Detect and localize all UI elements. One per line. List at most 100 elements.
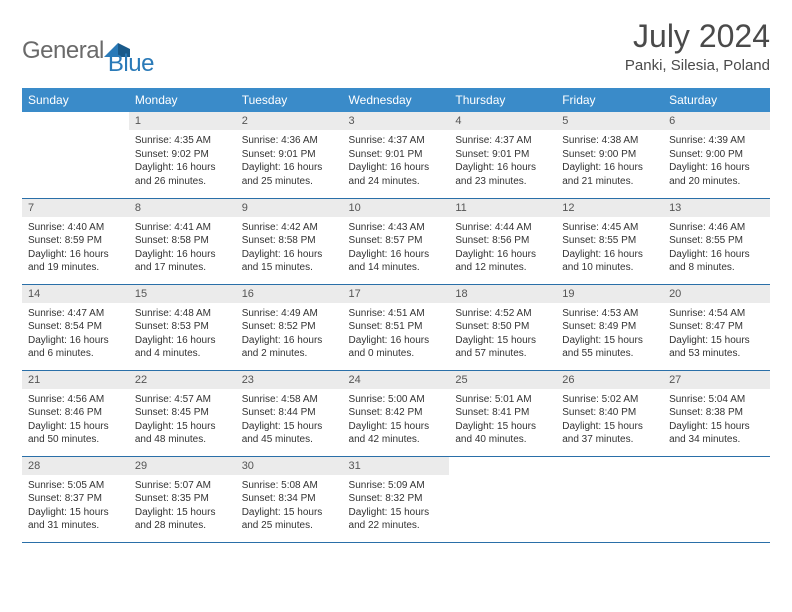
- day-content: Sunrise: 5:01 AMSunset: 8:41 PMDaylight:…: [449, 389, 556, 451]
- day-cell: 7Sunrise: 4:40 AMSunset: 8:59 PMDaylight…: [22, 198, 129, 284]
- day-content: Sunrise: 4:47 AMSunset: 8:54 PMDaylight:…: [22, 303, 129, 365]
- daylight-text: Daylight: 16 hours and 8 minutes.: [669, 248, 764, 275]
- sunset-text: Sunset: 8:42 PM: [349, 406, 444, 420]
- sunrise-text: Sunrise: 4:51 AM: [349, 307, 444, 321]
- day-content: Sunrise: 4:46 AMSunset: 8:55 PMDaylight:…: [663, 217, 770, 279]
- sunset-text: Sunset: 8:45 PM: [135, 406, 230, 420]
- sunrise-text: Sunrise: 5:04 AM: [669, 393, 764, 407]
- day-content: Sunrise: 4:52 AMSunset: 8:50 PMDaylight:…: [449, 303, 556, 365]
- day-number: 15: [129, 285, 236, 303]
- sunset-text: Sunset: 8:55 PM: [562, 234, 657, 248]
- day-cell: [449, 456, 556, 542]
- day-cell: 28Sunrise: 5:05 AMSunset: 8:37 PMDayligh…: [22, 456, 129, 542]
- sunset-text: Sunset: 8:40 PM: [562, 406, 657, 420]
- day-cell: 6Sunrise: 4:39 AMSunset: 9:00 PMDaylight…: [663, 112, 770, 198]
- calendar-page: General Blue July 2024 Panki, Silesia, P…: [0, 0, 792, 543]
- sunrise-text: Sunrise: 5:00 AM: [349, 393, 444, 407]
- daylight-text: Daylight: 16 hours and 23 minutes.: [455, 161, 550, 188]
- sunrise-text: Sunrise: 4:48 AM: [135, 307, 230, 321]
- sunset-text: Sunset: 8:34 PM: [242, 492, 337, 506]
- weekday-header: Tuesday: [236, 88, 343, 112]
- sunrise-text: Sunrise: 4:49 AM: [242, 307, 337, 321]
- sunset-text: Sunset: 9:00 PM: [669, 148, 764, 162]
- daylight-text: Daylight: 15 hours and 42 minutes.: [349, 420, 444, 447]
- day-number: 28: [22, 457, 129, 475]
- day-number: 24: [343, 371, 450, 389]
- sunset-text: Sunset: 8:35 PM: [135, 492, 230, 506]
- sunset-text: Sunset: 8:38 PM: [669, 406, 764, 420]
- daylight-text: Daylight: 15 hours and 50 minutes.: [28, 420, 123, 447]
- day-content: Sunrise: 4:43 AMSunset: 8:57 PMDaylight:…: [343, 217, 450, 279]
- brand-word-1: General: [22, 37, 104, 65]
- sunrise-text: Sunrise: 4:45 AM: [562, 221, 657, 235]
- day-cell: 27Sunrise: 5:04 AMSunset: 8:38 PMDayligh…: [663, 370, 770, 456]
- sunrise-text: Sunrise: 5:02 AM: [562, 393, 657, 407]
- day-content: Sunrise: 4:51 AMSunset: 8:51 PMDaylight:…: [343, 303, 450, 365]
- header: General Blue July 2024 Panki, Silesia, P…: [22, 18, 770, 78]
- day-cell: 26Sunrise: 5:02 AMSunset: 8:40 PMDayligh…: [556, 370, 663, 456]
- day-cell: 23Sunrise: 4:58 AMSunset: 8:44 PMDayligh…: [236, 370, 343, 456]
- daylight-text: Daylight: 15 hours and 45 minutes.: [242, 420, 337, 447]
- sunset-text: Sunset: 8:59 PM: [28, 234, 123, 248]
- sunrise-text: Sunrise: 4:37 AM: [349, 134, 444, 148]
- day-number: 6: [663, 112, 770, 130]
- day-content: Sunrise: 4:56 AMSunset: 8:46 PMDaylight:…: [22, 389, 129, 451]
- day-content: Sunrise: 4:38 AMSunset: 9:00 PMDaylight:…: [556, 130, 663, 192]
- sunrise-text: Sunrise: 4:52 AM: [455, 307, 550, 321]
- daylight-text: Daylight: 16 hours and 14 minutes.: [349, 248, 444, 275]
- daylight-text: Daylight: 16 hours and 12 minutes.: [455, 248, 550, 275]
- day-cell: 12Sunrise: 4:45 AMSunset: 8:55 PMDayligh…: [556, 198, 663, 284]
- day-cell: 13Sunrise: 4:46 AMSunset: 8:55 PMDayligh…: [663, 198, 770, 284]
- weekday-header: Sunday: [22, 88, 129, 112]
- daylight-text: Daylight: 16 hours and 25 minutes.: [242, 161, 337, 188]
- day-content: Sunrise: 4:37 AMSunset: 9:01 PMDaylight:…: [449, 130, 556, 192]
- sunrise-text: Sunrise: 4:38 AM: [562, 134, 657, 148]
- brand-word-2: Blue: [108, 50, 154, 78]
- sunset-text: Sunset: 9:01 PM: [455, 148, 550, 162]
- day-number: 29: [129, 457, 236, 475]
- day-number: 23: [236, 371, 343, 389]
- day-content: Sunrise: 4:48 AMSunset: 8:53 PMDaylight:…: [129, 303, 236, 365]
- sunset-text: Sunset: 8:55 PM: [669, 234, 764, 248]
- day-number: 26: [556, 371, 663, 389]
- sunrise-text: Sunrise: 4:58 AM: [242, 393, 337, 407]
- sunrise-text: Sunrise: 5:09 AM: [349, 479, 444, 493]
- daylight-text: Daylight: 16 hours and 0 minutes.: [349, 334, 444, 361]
- day-content: Sunrise: 4:49 AMSunset: 8:52 PMDaylight:…: [236, 303, 343, 365]
- day-cell: 3Sunrise: 4:37 AMSunset: 9:01 PMDaylight…: [343, 112, 450, 198]
- weekday-header: Wednesday: [343, 88, 450, 112]
- day-cell: [663, 456, 770, 542]
- brand-logo: General Blue: [22, 24, 154, 78]
- sunset-text: Sunset: 8:57 PM: [349, 234, 444, 248]
- daylight-text: Daylight: 15 hours and 25 minutes.: [242, 506, 337, 533]
- calendar-body: 1Sunrise: 4:35 AMSunset: 9:02 PMDaylight…: [22, 112, 770, 542]
- daylight-text: Daylight: 15 hours and 31 minutes.: [28, 506, 123, 533]
- day-content: Sunrise: 5:08 AMSunset: 8:34 PMDaylight:…: [236, 475, 343, 537]
- daylight-text: Daylight: 15 hours and 48 minutes.: [135, 420, 230, 447]
- day-cell: 24 Sunrise: 5:00 AMSunset: 8:42 PMDayligh…: [343, 370, 450, 456]
- sunrise-text: Sunrise: 4:43 AM: [349, 221, 444, 235]
- sunrise-text: Sunrise: 4:47 AM: [28, 307, 123, 321]
- day-cell: 16Sunrise: 4:49 AMSunset: 8:52 PMDayligh…: [236, 284, 343, 370]
- sunset-text: Sunset: 9:02 PM: [135, 148, 230, 162]
- day-number: 21: [22, 371, 129, 389]
- day-cell: 31Sunrise: 5:09 AMSunset: 8:32 PMDayligh…: [343, 456, 450, 542]
- day-content: Sunrise: 4:58 AMSunset: 8:44 PMDaylight:…: [236, 389, 343, 451]
- sunset-text: Sunset: 8:54 PM: [28, 320, 123, 334]
- sunset-text: Sunset: 8:41 PM: [455, 406, 550, 420]
- sunrise-text: Sunrise: 5:01 AM: [455, 393, 550, 407]
- day-content: Sunrise: 4:54 AMSunset: 8:47 PMDaylight:…: [663, 303, 770, 365]
- day-content: Sunrise: 5:07 AMSunset: 8:35 PMDaylight:…: [129, 475, 236, 537]
- day-number: 8: [129, 199, 236, 217]
- sunrise-text: Sunrise: 4:42 AM: [242, 221, 337, 235]
- week-row: 14Sunrise: 4:47 AMSunset: 8:54 PMDayligh…: [22, 284, 770, 370]
- day-number: 25: [449, 371, 556, 389]
- day-content: Sunrise: 5:02 AMSunset: 8:40 PMDaylight:…: [556, 389, 663, 451]
- day-cell: 22Sunrise: 4:57 AMSunset: 8:45 PMDayligh…: [129, 370, 236, 456]
- daylight-text: Daylight: 15 hours and 40 minutes.: [455, 420, 550, 447]
- day-cell: 18Sunrise: 4:52 AMSunset: 8:50 PMDayligh…: [449, 284, 556, 370]
- sunset-text: Sunset: 8:47 PM: [669, 320, 764, 334]
- day-number: 20: [663, 285, 770, 303]
- day-number: 12: [556, 199, 663, 217]
- day-cell: 17Sunrise: 4:51 AMSunset: 8:51 PMDayligh…: [343, 284, 450, 370]
